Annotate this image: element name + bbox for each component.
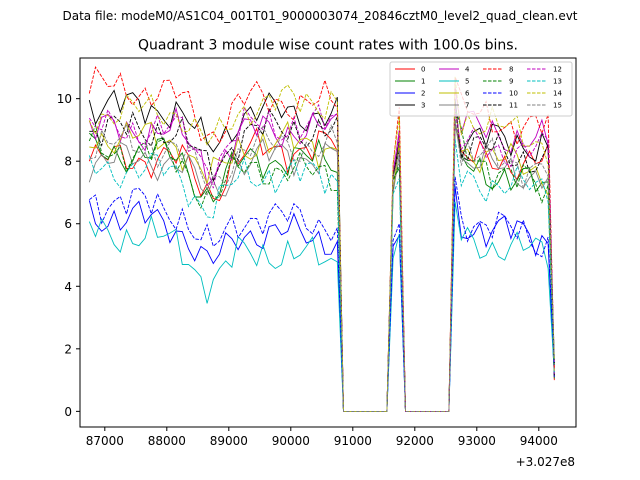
series-line-5 [88, 201, 555, 412]
chart-title: Quadrant 3 module wise count rates with … [138, 38, 518, 54]
x-tick-label: 88000 [148, 434, 186, 448]
legend-box [389, 61, 573, 117]
series-line-6 [89, 107, 555, 412]
x-tick-label: 92000 [396, 434, 434, 448]
y-tick-label: 0 [64, 405, 72, 419]
legend-label-5: 5 [465, 78, 469, 86]
plot-frame [79, 57, 577, 428]
legend-label-4: 4 [465, 66, 470, 74]
legend-label-9: 9 [509, 78, 513, 86]
legend-label-3: 3 [421, 102, 425, 110]
legend-label-0: 0 [421, 66, 425, 74]
x-tick-label: 93000 [458, 434, 496, 448]
legend-label-13: 13 [553, 78, 562, 86]
x-offset-label: +3.027e8 [516, 455, 575, 469]
y-tick-label: 2 [64, 342, 72, 356]
series-line-10 [89, 176, 555, 412]
series-line-11 [89, 107, 555, 412]
x-axis: 87000 88000 89000 90000 91000 92000 93000 94000 [86, 427, 558, 448]
y-tick-label: 6 [64, 217, 72, 231]
x-tick-label: 90000 [272, 434, 310, 448]
series-line-9 [88, 107, 555, 412]
series-line-15 [89, 117, 555, 412]
series-line-14 [88, 76, 555, 412]
x-tick-label: 91000 [334, 434, 372, 448]
x-tick-label: 89000 [210, 434, 248, 448]
legend-label-12: 12 [553, 66, 562, 74]
x-tick-label: 94000 [520, 434, 558, 448]
data-file-label: Data file: modeM0/AS1C04_001T01_90000030… [62, 9, 577, 23]
legend-label-10: 10 [509, 90, 518, 98]
legend-label-7: 7 [465, 102, 469, 110]
y-tick-label: 10 [57, 92, 72, 106]
legend-label-8: 8 [509, 66, 513, 74]
series-line-12 [88, 103, 555, 412]
legend-label-11: 11 [509, 102, 518, 110]
legend-label-6: 6 [465, 90, 470, 98]
plot-series-group [88, 65, 555, 412]
y-axis: 0 2 4 6 8 10 [57, 92, 80, 419]
x-tick-label: 87000 [86, 434, 124, 448]
series-line-7 [88, 123, 555, 412]
legend-label-1: 1 [421, 78, 425, 86]
legend-label-15: 15 [553, 102, 562, 110]
series-line-4 [88, 86, 555, 412]
legend-label-14: 14 [553, 90, 562, 98]
series-line-3 [88, 89, 555, 412]
series-line-2 [88, 186, 555, 412]
y-tick-label: 4 [64, 280, 72, 294]
legend-label-2: 2 [421, 90, 425, 98]
series-line-0 [88, 123, 555, 412]
series-line-1 [88, 123, 555, 412]
y-tick-label: 8 [64, 155, 72, 169]
series-line-13 [88, 139, 555, 412]
